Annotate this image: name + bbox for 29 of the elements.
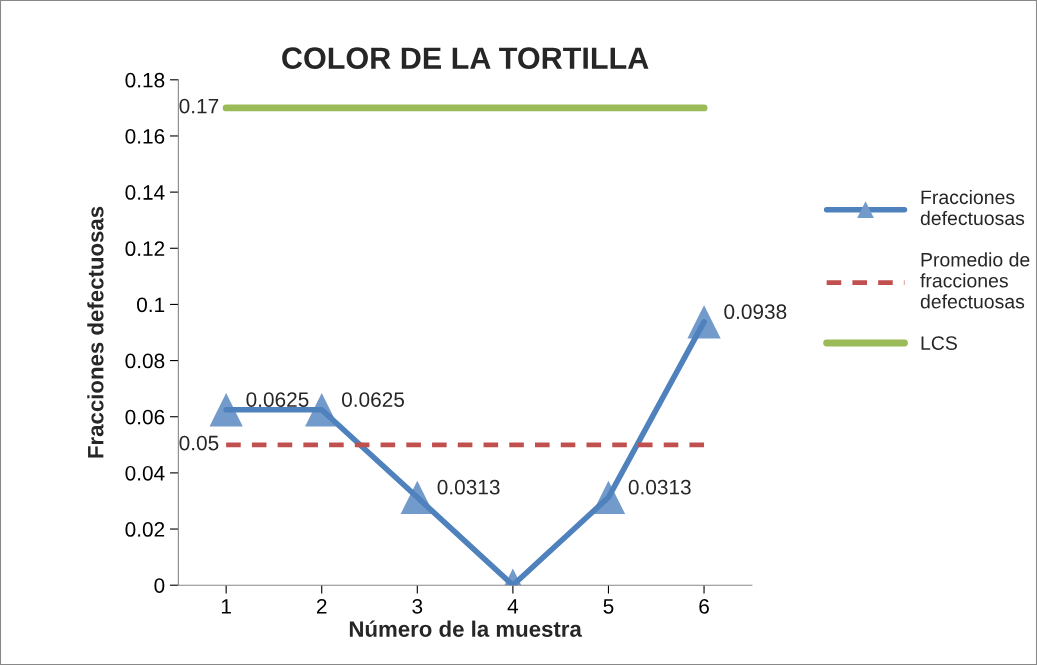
y-tick-label: 0.16 <box>125 128 165 144</box>
x-tick-label: 3 <box>412 598 423 614</box>
data-label: 0.0625 <box>246 392 309 407</box>
y-tick-label: 0.1 <box>137 297 165 313</box>
legend-label: LCS <box>921 336 957 350</box>
data-label: 0.05 <box>179 435 219 451</box>
y-tick-label: 0.18 <box>125 72 165 88</box>
data-label: 0.17 <box>179 98 219 114</box>
data-label: 0.0625 <box>341 392 405 407</box>
x-tick-label: 5 <box>603 599 614 614</box>
y-tick-label: 0.08 <box>125 353 165 369</box>
legend-label: Promedio de fracciones defectuosas <box>920 252 1030 309</box>
x-tick-label: 6 <box>699 598 709 614</box>
y-tick-label: 0 <box>154 578 165 593</box>
y-tick-label: 0.06 <box>125 409 165 425</box>
legend-label: Fracciones defectuosas <box>920 189 1025 226</box>
y-axis-title: Fracciones defectuosas <box>87 206 104 458</box>
data-label: 0.0313 <box>628 479 691 495</box>
x-tick-label: 1 <box>221 599 231 614</box>
chart-title: COLOR DE LA TORTILLA <box>282 47 649 69</box>
y-tick-label: 0.14 <box>125 185 165 200</box>
y-tick-label: 0.04 <box>125 465 165 481</box>
data-label: 0.0313 <box>437 479 500 495</box>
y-tick-label: 0.12 <box>125 241 165 257</box>
x-tick-label: 2 <box>316 598 327 614</box>
y-tick-label: 0.02 <box>125 522 165 537</box>
x-tick-label: 4 <box>507 599 519 614</box>
data-label: 0.0938 <box>724 304 787 320</box>
x-axis-title: Número de la muestra <box>349 620 582 637</box>
